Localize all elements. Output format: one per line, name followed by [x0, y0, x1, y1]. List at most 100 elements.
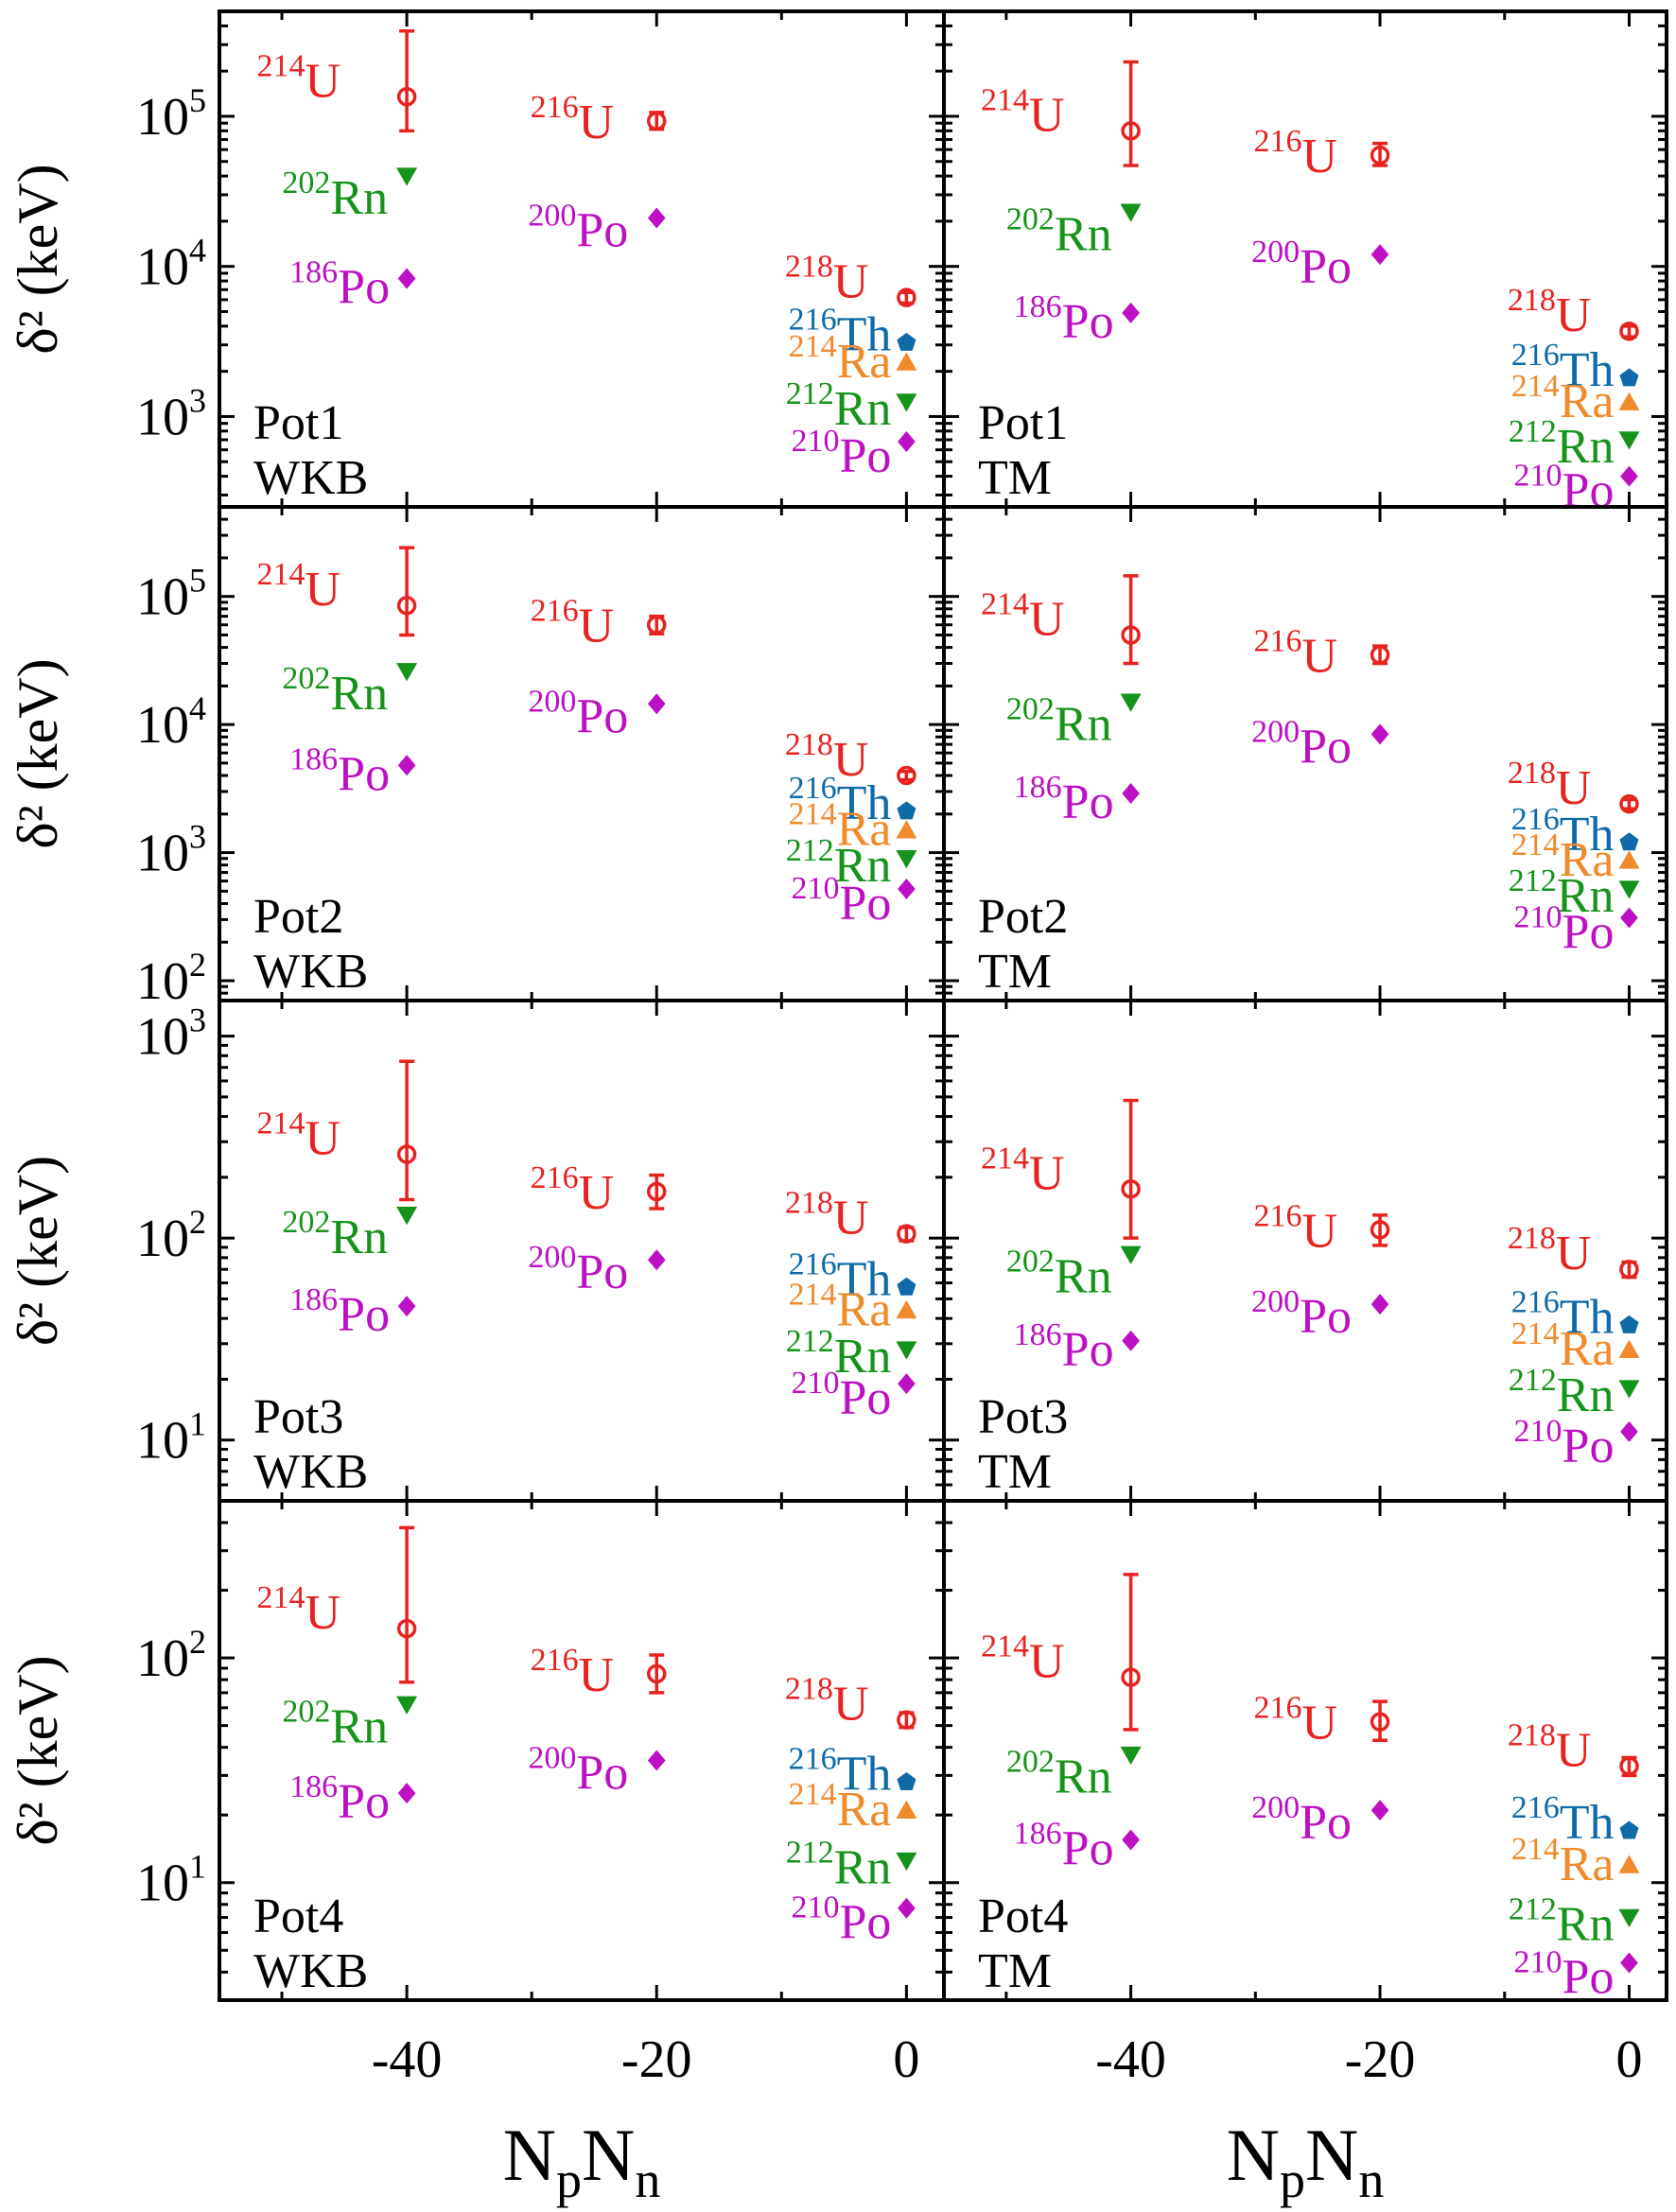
potential-label: Pot1 — [978, 396, 1068, 450]
y-tick-labels: 101 102 — [136, 1623, 206, 1913]
point-212rn: 212Rn — [1509, 1363, 1640, 1422]
triangle-down-marker — [396, 1696, 418, 1715]
diamond-marker — [647, 693, 666, 715]
triangle-up-marker — [896, 352, 917, 371]
nucleus-label-216u: 216U — [531, 90, 615, 149]
circle-marker — [897, 1224, 917, 1244]
diamond-marker — [1122, 782, 1140, 804]
nucleus-label-216u: 216U — [1253, 1198, 1337, 1258]
nucleus-label-202rn: 202Rn — [282, 165, 388, 225]
diamond-marker — [397, 268, 416, 289]
point-202rn: 202Rn — [282, 661, 418, 721]
nucleus-label-186po: 186Po — [289, 1282, 390, 1342]
y-tick-label: 104 — [136, 689, 206, 755]
circle-marker — [1370, 145, 1390, 165]
point-216th: 216Th — [1511, 802, 1639, 862]
data-points: 214U 216U 218U 202Rn 200Po 186Po 216Th214Ra212… — [257, 1059, 917, 1425]
diamond-marker — [898, 1373, 916, 1395]
y-tick-label: 102 — [136, 1203, 206, 1268]
point-202rn: 202Rn — [282, 165, 418, 225]
y-tick-label: 103 — [136, 381, 206, 446]
y-axis-title: δ² (keV) — [7, 1655, 69, 1845]
y-tick-label: 102 — [136, 1623, 206, 1688]
point-216u: 216U — [1253, 623, 1390, 683]
y-tick-label: 104 — [136, 232, 206, 297]
nucleus-label-216th: 216Th — [1511, 802, 1615, 862]
data-points: 214U 216U 218U 202Rn 200Po 186Po 216Th214Ra212… — [981, 60, 1640, 518]
circle-marker — [897, 765, 917, 786]
method-label: WKB — [253, 1445, 368, 1499]
nucleus-label-202rn: 202Rn — [282, 1694, 388, 1753]
nucleus-label-216u: 216U — [531, 594, 615, 653]
circle-marker — [646, 615, 667, 635]
nucleus-label-212rn: 212Rn — [786, 376, 892, 436]
x-axis-title: NpNn — [1227, 2114, 1385, 2208]
nucleus-label-212rn: 212Rn — [786, 833, 892, 893]
y-tick-labels: 102 103 104 105 — [136, 562, 206, 1011]
nucleus-label-218u: 218U — [1508, 283, 1592, 342]
nucleus-label-216u: 216U — [531, 1643, 615, 1702]
diamond-marker — [898, 431, 916, 453]
point-216u: 216U — [531, 1643, 667, 1702]
point-212rn: 212Rn — [786, 833, 917, 893]
point-214u: 214U — [257, 29, 417, 133]
point-210po: 210Po — [791, 424, 916, 483]
triangle-down-marker — [1618, 431, 1640, 450]
point-200po: 200Po — [528, 199, 666, 258]
point-186po: 186Po — [289, 255, 416, 315]
nucleus-label-218u: 218U — [1508, 1221, 1592, 1280]
point-200po: 200Po — [1251, 1284, 1389, 1344]
point-214u: 214U — [257, 1059, 417, 1202]
point-200po: 200Po — [528, 1740, 666, 1800]
point-216u: 216U — [1253, 1198, 1390, 1258]
point-216u: 216U — [531, 594, 667, 653]
y-axis-title: δ² (keV) — [7, 658, 69, 848]
circle-marker — [1619, 1756, 1639, 1776]
triangle-down-marker — [1618, 1908, 1640, 1928]
x-ticks — [1004, 507, 1631, 1001]
point-216th: 216Th — [1511, 338, 1639, 397]
circle-marker — [1370, 1220, 1390, 1240]
point-216th: 216Th — [789, 1741, 917, 1801]
nucleus-label-212rn: 212Rn — [1509, 414, 1615, 474]
nucleus-label-216th: 216Th — [1511, 338, 1615, 397]
point-202rn: 202Rn — [1006, 201, 1142, 261]
circle-marker — [1619, 1259, 1639, 1280]
triangle-down-marker — [1618, 880, 1640, 899]
triangle-down-marker — [1120, 693, 1142, 712]
triangle-down-marker — [396, 663, 418, 682]
triangle-down-marker — [1120, 203, 1142, 222]
point-212rn: 212Rn — [1509, 863, 1640, 923]
method-label: TM — [978, 1445, 1052, 1499]
x-axis-title: NpNn — [503, 2114, 661, 2208]
nucleus-label-216th: 216Th — [789, 771, 892, 830]
y-axis-title: δ² (keV) — [7, 164, 69, 354]
x-tick-label: -20 — [621, 2030, 692, 2089]
x-tick-label: -40 — [372, 2030, 443, 2089]
triangle-down-marker — [396, 167, 418, 186]
nucleus-label-218u: 218U — [785, 1186, 869, 1245]
circle-marker — [396, 595, 417, 616]
nucleus-label-186po: 186Po — [1014, 289, 1114, 349]
point-202rn: 202Rn — [1006, 1244, 1142, 1303]
circle-marker — [396, 87, 417, 107]
nucleus-label-216th: 216Th — [789, 1246, 892, 1306]
nucleus-label-216th: 216Th — [1511, 1284, 1615, 1344]
diamond-marker — [397, 1783, 416, 1804]
potential-label: Pot2 — [253, 890, 343, 944]
point-218u: 218U — [1508, 283, 1639, 342]
method-label: WKB — [253, 1944, 368, 1998]
potential-label: Pot2 — [978, 890, 1068, 944]
triangle-down-marker — [896, 1341, 917, 1360]
circle-marker — [646, 111, 667, 131]
point-216u: 216U — [531, 1160, 667, 1220]
nucleus-label-200po: 200Po — [528, 1740, 628, 1800]
